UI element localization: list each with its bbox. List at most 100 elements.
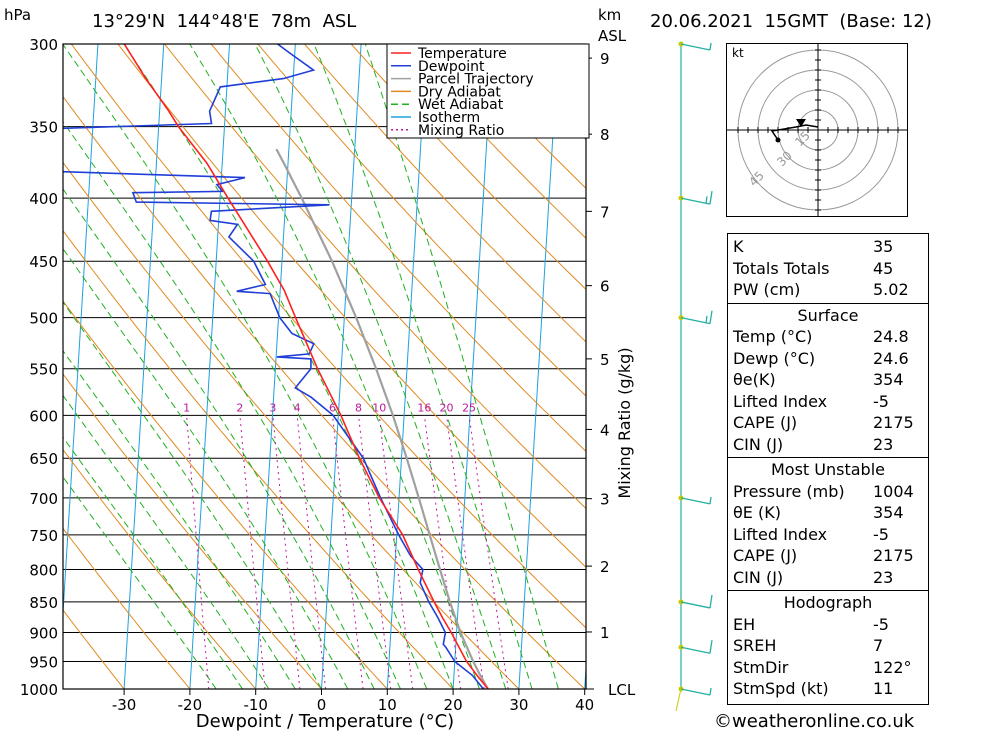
x-tick-label: 10 <box>378 696 397 714</box>
parcel-trajectory-line <box>275 148 489 689</box>
wind-barb <box>678 594 713 609</box>
index-row-value: 45 <box>873 258 894 278</box>
km-tick-label: 8 <box>600 126 610 144</box>
wind-barb-flag <box>709 687 712 696</box>
most-unstable-title: Most Unstable <box>728 459 928 480</box>
dry-adiabat <box>210 44 586 453</box>
dewpoint-line <box>63 44 485 689</box>
wind-barb-flag <box>709 496 712 505</box>
surface-row-label: Temp (°C) <box>733 327 813 346</box>
dry-adiabat <box>63 161 520 689</box>
isotherm-line <box>386 44 428 689</box>
hodograph-title: Hodograph <box>728 592 928 613</box>
dry-adiabat <box>63 448 257 689</box>
km-tick-label: 9 <box>600 50 610 68</box>
hodograph-row-value: 122° <box>873 657 912 677</box>
dry-adiabat <box>304 44 586 343</box>
surface-row-value: -5 <box>873 391 889 411</box>
isotherm-line <box>321 44 362 689</box>
wind-barb-flag <box>709 191 713 205</box>
mixing-ratio-label: 10 <box>372 401 386 414</box>
panel-separator <box>728 457 928 458</box>
dry-adiabat <box>397 44 586 239</box>
surface-row-label: CIN (J) <box>733 434 784 454</box>
index-row-label: Totals Totals <box>733 258 830 278</box>
pressure-tick-label: 450 <box>29 253 58 271</box>
wet-adiabat <box>63 301 322 689</box>
hodograph-row-label: StmSpd (kt) <box>733 679 829 698</box>
pressure-tick-label: 1000 <box>20 681 58 699</box>
mixing-ratio-label: 1 <box>183 401 190 414</box>
legend-entry: Mixing Ratio <box>418 123 504 139</box>
km-tick-label: 7 <box>600 203 610 221</box>
isotherm-line <box>651 44 691 689</box>
mixing-ratio-line <box>446 415 485 689</box>
hodograph-title-text: Hodograph <box>783 593 873 612</box>
pressure-unit: hPa <box>4 6 32 24</box>
legend-entry: Wet Adiabat <box>418 97 504 113</box>
dry-adiabat <box>117 44 586 568</box>
surface-row: Temp (°C) 24.8 <box>728 326 928 347</box>
mixing-ratio-axis-label: Mixing Ratio (g/kg) <box>615 347 634 498</box>
hodograph-point <box>775 137 781 143</box>
wet-adiabat <box>63 436 243 689</box>
most-unstable-row: CAPE (J) 2175 <box>728 545 928 566</box>
legend-entry: Parcel Trajectory <box>418 72 534 88</box>
surface-row-value: 354 <box>873 370 904 389</box>
hodograph-row-value: 7 <box>873 636 884 655</box>
hodograph-row: StmSpd (kt) 11 <box>728 678 928 699</box>
mixing-ratio-line <box>468 415 509 689</box>
hodograph-row-label: StmDir <box>733 657 789 677</box>
index-row: PW (cm) 5.02 <box>728 279 928 300</box>
dry-adiabat <box>63 95 586 689</box>
mixing-ratio-label: 6 <box>329 401 336 414</box>
surface-row-label: Dewp (°C) <box>733 348 816 368</box>
mixing-ratio-line <box>332 415 364 689</box>
most-unstable-row-label: Pressure (mb) <box>733 481 845 501</box>
surface-row: CAPE (J) 2175 <box>728 412 928 433</box>
wet-adiabat <box>254 44 507 689</box>
surface-row: Lifted Index -5 <box>728 391 928 412</box>
surface-title: Surface <box>728 305 928 326</box>
storm-motion-marker <box>796 119 806 127</box>
wet-adiabat <box>63 476 217 689</box>
wind-barb-shaft <box>680 601 711 609</box>
km-unit: km <box>598 6 622 24</box>
dry-adiabat <box>63 229 454 689</box>
x-tick-label: -30 <box>112 696 137 714</box>
mixing-ratio-label: 8 <box>355 401 362 414</box>
wind-barb <box>678 310 713 325</box>
legend-box <box>386 43 590 139</box>
wind-barb-flag <box>709 640 713 654</box>
mixing-ratio-line <box>272 415 301 689</box>
panel-separator <box>728 302 928 304</box>
wind-barb-flag <box>709 42 712 51</box>
km-tick-label: 6 <box>600 278 610 296</box>
pressure-tick-label: 750 <box>29 527 58 545</box>
most-unstable-row-label: θE (K) <box>733 503 781 522</box>
wet-adiabat <box>63 349 296 689</box>
mixing-ratio-line <box>358 415 392 689</box>
wet-adiabat <box>123 44 454 689</box>
wind-barb-shaft <box>680 688 711 696</box>
pressure-tick-label: 800 <box>29 561 58 579</box>
wind-barb <box>678 41 712 51</box>
index-row-label: K <box>733 237 744 256</box>
surface-row-value: 23 <box>873 434 894 454</box>
mixing-ratio-line <box>186 415 210 689</box>
wind-barb-tail <box>675 688 682 712</box>
dry-adiabat <box>63 609 125 689</box>
isotherm-line <box>123 44 165 689</box>
location-title: 13°29'N 144°48'E 78m ASL <box>92 11 357 32</box>
pressure-tick-label: 900 <box>29 625 58 643</box>
dry-adiabat <box>63 300 388 689</box>
legend-entry: Isotherm <box>418 110 480 126</box>
plot-frame <box>62 43 587 690</box>
datetime-title: 20.06.2021 15GMT (Base: 12) <box>650 11 932 32</box>
pressure-tick-label: 650 <box>29 450 58 468</box>
credit-text: ©weatheronline.co.uk <box>714 711 915 732</box>
most-unstable-title-text: Most Unstable <box>771 460 885 479</box>
wind-barb-shaft <box>680 317 711 325</box>
x-tick-label: 30 <box>509 696 528 714</box>
